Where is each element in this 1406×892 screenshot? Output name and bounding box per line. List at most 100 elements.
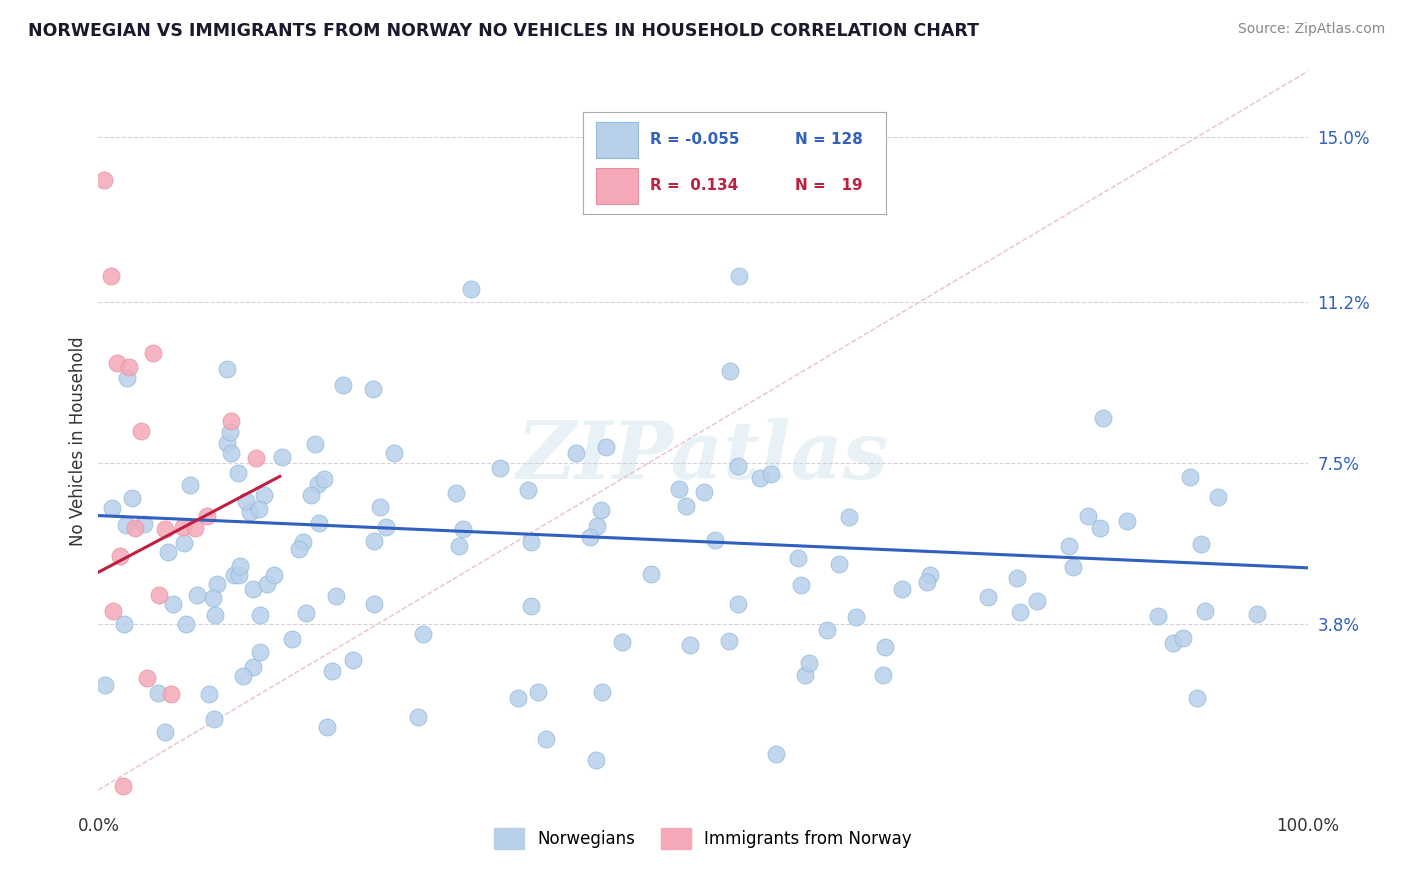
Point (1147, 609, 1170, 624)
Point (828, 558, 851, 572)
Point (363, 534, 385, 549)
Point (256, 576, 278, 591)
Point (249, 645, 271, 659)
Point (235, 493, 257, 508)
Point (591, 685, 613, 699)
Point (221, 414, 243, 428)
Point (1088, 521, 1111, 535)
Point (1246, 607, 1268, 621)
Point (215, 435, 238, 450)
Point (228, 466, 250, 480)
Point (219, 446, 242, 460)
Point (1005, 571, 1028, 585)
Point (135, 671, 157, 685)
Point (520, 535, 543, 549)
Point (787, 550, 810, 565)
Point (304, 437, 326, 451)
Point (100, 268, 122, 283)
Text: N = 128: N = 128 (796, 132, 863, 146)
Point (668, 482, 690, 496)
Point (207, 577, 229, 591)
Point (527, 685, 550, 699)
Point (451, 522, 474, 536)
Point (915, 575, 938, 590)
Point (94, 678, 117, 692)
Point (242, 582, 264, 597)
Point (370, 500, 392, 514)
Point (115, 371, 138, 385)
Point (249, 608, 271, 623)
Point (101, 500, 124, 515)
Point (1189, 537, 1212, 551)
Point (585, 753, 607, 767)
Text: Source: ZipAtlas.com: Source: ZipAtlas.com (1237, 22, 1385, 37)
Point (108, 549, 131, 563)
Point (218, 425, 240, 439)
Point (745, 194, 768, 209)
Point (202, 712, 225, 726)
Point (1025, 594, 1047, 608)
Point (703, 533, 725, 547)
Point (312, 472, 335, 486)
Text: NORWEGIAN VS IMMIGRANTS FROM NORWAY NO VEHICLES IN HOUSEHOLD CORRELATION CHART: NORWEGIAN VS IMMIGRANTS FROM NORWAY NO V… (28, 22, 979, 40)
Point (565, 446, 588, 460)
Text: N =   19: N = 19 (796, 178, 863, 193)
Point (1206, 490, 1229, 504)
Point (579, 530, 602, 544)
Point (520, 599, 543, 614)
Point (675, 499, 697, 513)
Point (114, 518, 136, 533)
Point (794, 668, 817, 682)
Point (748, 471, 770, 485)
Point (640, 567, 662, 582)
Point (374, 520, 396, 534)
Point (412, 627, 434, 641)
Point (307, 477, 329, 491)
Point (291, 535, 314, 549)
Point (93, 173, 115, 187)
Point (516, 483, 538, 498)
Y-axis label: No Vehicles in Household: No Vehicles in Household (69, 336, 87, 547)
Point (179, 477, 201, 491)
Point (124, 521, 146, 535)
Point (489, 460, 512, 475)
Point (217, 362, 239, 376)
Point (146, 686, 169, 700)
Point (1163, 636, 1185, 650)
Point (789, 577, 811, 591)
Point (198, 687, 221, 701)
Point (727, 597, 749, 611)
Point (245, 450, 267, 465)
Text: ZIPatlas: ZIPatlas (517, 417, 889, 495)
Point (121, 491, 143, 505)
Point (1178, 469, 1201, 483)
Point (101, 604, 124, 618)
Point (288, 541, 311, 556)
Point (765, 747, 787, 761)
Point (460, 282, 482, 296)
Point (308, 516, 330, 530)
Point (263, 568, 285, 582)
Point (332, 377, 354, 392)
Point (890, 582, 912, 596)
Point (160, 687, 183, 701)
Point (201, 591, 224, 605)
Point (247, 502, 270, 516)
Point (506, 690, 529, 705)
Point (229, 559, 252, 574)
Point (610, 634, 633, 648)
Point (679, 638, 702, 652)
Point (815, 623, 838, 637)
Point (1062, 559, 1084, 574)
Point (173, 536, 195, 550)
Point (342, 653, 364, 667)
Point (228, 567, 250, 582)
Point (204, 607, 226, 622)
Point (112, 616, 135, 631)
Point (299, 488, 322, 502)
Point (281, 632, 304, 647)
Point (585, 519, 607, 533)
Point (132, 516, 155, 531)
Point (382, 446, 405, 460)
Point (845, 610, 868, 624)
